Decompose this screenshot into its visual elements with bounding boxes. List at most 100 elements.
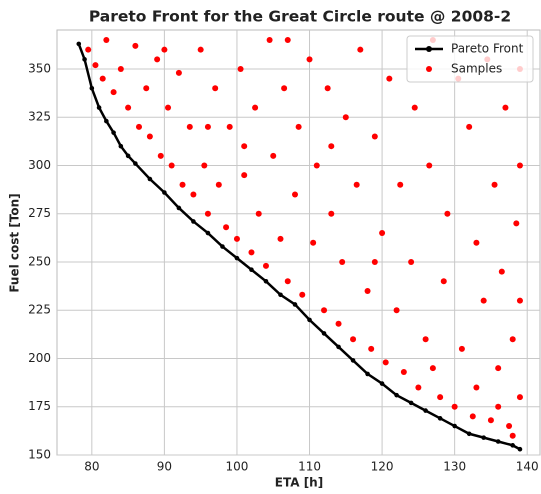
sample-point	[371, 258, 378, 265]
x-tick-label: 130	[443, 460, 466, 474]
y-tick-label: 200	[28, 351, 51, 365]
sample-point	[277, 235, 284, 242]
pareto-line	[77, 43, 521, 451]
sample-point	[295, 123, 302, 130]
sample-point	[306, 56, 313, 63]
pareto-point	[76, 41, 82, 47]
sample-point	[146, 133, 153, 140]
y-tick-label: 350	[28, 61, 51, 75]
sample-point	[321, 307, 328, 314]
pareto-point	[452, 423, 457, 429]
sample-point	[179, 181, 186, 188]
x-tick-label: 90	[157, 460, 172, 474]
sample-point	[408, 258, 415, 265]
pareto-point	[263, 278, 269, 284]
sample-point	[237, 65, 244, 72]
sample-point	[509, 432, 516, 439]
sample-point	[502, 104, 509, 111]
sample-point	[368, 345, 375, 352]
sample-point	[197, 46, 204, 53]
sample-point	[328, 210, 335, 217]
x-tick-label: 120	[371, 460, 394, 474]
pareto-point	[336, 344, 341, 350]
legend-marker	[426, 46, 432, 52]
pareto-point	[147, 176, 153, 182]
pareto-point	[307, 317, 312, 323]
pareto-point	[517, 446, 523, 452]
pareto-point	[176, 205, 182, 211]
sample-point	[212, 85, 219, 92]
sample-point	[215, 181, 222, 188]
pareto-point	[82, 57, 87, 62]
sample-point	[513, 220, 520, 227]
sample-point	[426, 162, 433, 169]
x-tick-label: 140	[516, 460, 539, 474]
sample-point	[165, 104, 172, 111]
pareto-point	[133, 161, 138, 166]
pareto-point	[350, 358, 356, 363]
sample-point	[353, 181, 360, 188]
sample-point	[143, 85, 150, 92]
pareto-point	[394, 392, 399, 398]
plot-area	[56, 29, 541, 456]
sample-point	[292, 191, 299, 198]
pareto-point	[96, 105, 102, 110]
sample-point	[350, 336, 357, 343]
sample-point	[92, 62, 99, 69]
sample-point	[379, 230, 386, 237]
sample-point	[516, 297, 523, 304]
pareto-point	[423, 408, 428, 413]
sample-point	[99, 75, 106, 82]
sample-point	[509, 336, 516, 343]
pareto-point	[111, 130, 116, 135]
sample-point	[324, 85, 331, 92]
pareto-point	[408, 400, 414, 406]
pareto-point	[495, 439, 501, 444]
sample-point	[132, 42, 139, 49]
sample-point	[371, 133, 378, 140]
sample-point	[516, 162, 523, 169]
sample-point	[310, 239, 317, 246]
y-tick-label: 225	[28, 303, 51, 317]
sample-point	[397, 181, 404, 188]
sample-point	[444, 210, 451, 217]
sample-point	[506, 423, 513, 430]
sample-point	[226, 123, 233, 130]
sample-point	[466, 123, 473, 130]
sample-point	[415, 384, 422, 391]
y-tick-label: 250	[28, 254, 51, 268]
y-tick-label: 300	[28, 158, 51, 172]
sample-point	[284, 278, 291, 285]
sample-point	[313, 162, 320, 169]
pareto-point	[89, 85, 95, 91]
sample-point	[473, 384, 480, 391]
sample-point	[335, 320, 342, 327]
sample-point	[157, 152, 164, 159]
sample-point	[125, 104, 132, 111]
pareto-point	[437, 416, 443, 421]
sample-point	[487, 417, 494, 424]
pareto-point	[510, 443, 516, 448]
sample-point	[328, 143, 335, 150]
sample-point	[516, 394, 523, 401]
sample-point	[498, 268, 505, 275]
pareto-point	[481, 435, 486, 440]
sample-point	[241, 143, 248, 150]
sample-point	[270, 152, 277, 159]
y-tick-label: 275	[28, 206, 51, 220]
sample-point	[284, 37, 291, 44]
sample-point	[241, 172, 248, 179]
sample-point	[400, 369, 407, 376]
sample-point	[255, 210, 262, 217]
sample-point	[117, 65, 124, 72]
pareto-point	[292, 302, 298, 307]
sample-point	[85, 46, 92, 53]
pareto-point	[205, 230, 211, 236]
sample-point	[266, 37, 273, 44]
sample-point	[175, 69, 182, 76]
sample-point	[480, 297, 487, 304]
y-axis-label: Fuel cost [Ton]	[8, 193, 22, 292]
sample-point	[110, 89, 117, 96]
sample-point	[135, 123, 142, 130]
